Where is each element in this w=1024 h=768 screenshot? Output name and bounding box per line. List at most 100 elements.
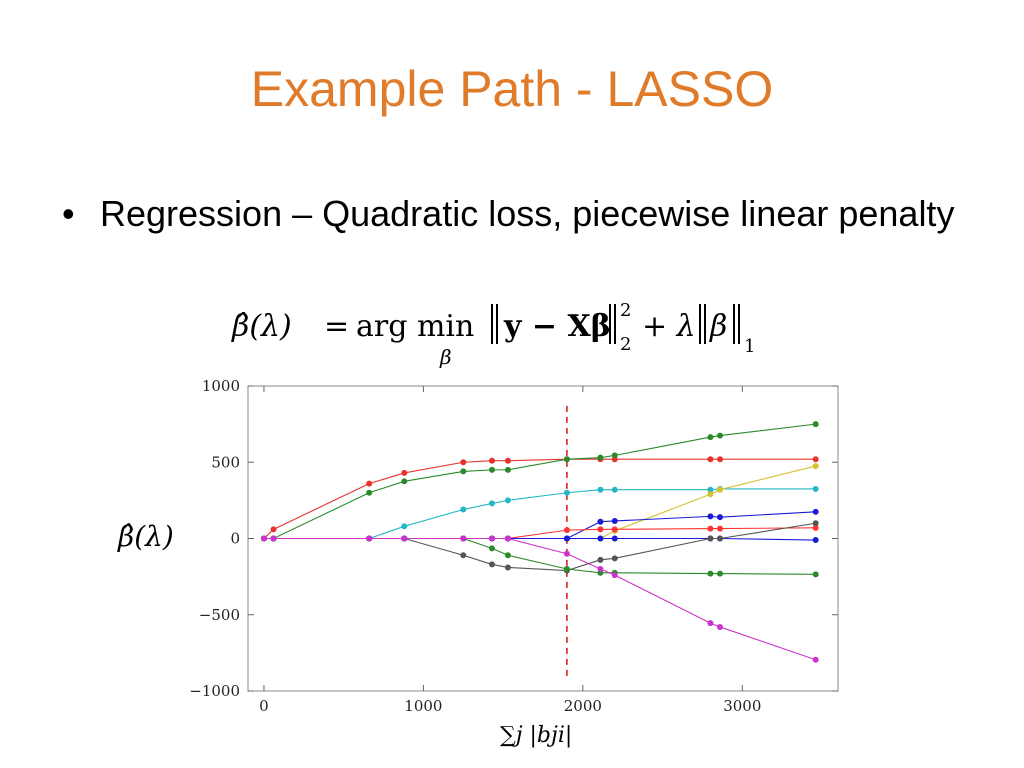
series-point-8 [597,556,604,563]
series-line-4 [263,465,816,540]
series-line-1 [263,458,816,539]
series-line-10 [263,537,816,661]
series-point-3 [812,485,819,492]
series-point-10 [611,572,618,579]
series-point-2 [717,432,723,439]
series-point-5 [611,517,618,524]
series-point-9 [812,571,819,578]
series-point-3 [401,523,408,530]
x-tick-label: 0 [259,697,269,715]
y-axis-label: β̂(λ) [117,520,174,553]
series-point-10 [260,535,267,542]
series-point-4 [707,491,714,498]
series-point-5 [707,513,714,520]
series-point-6 [563,527,570,534]
y-tick-label: 500 [211,453,240,471]
series-point-6 [812,524,819,531]
series-point-1 [488,457,495,464]
series-point-10 [597,566,604,572]
series-point-6 [597,526,604,533]
slide-title: Example Path - LASSO [250,61,774,117]
series-point-10 [460,535,467,542]
series-point-10 [563,550,570,557]
series-point-1 [812,456,819,463]
formula-penalty-lambda: + λ [642,309,696,344]
series-point-1 [460,459,467,466]
bullet-item: • Regression – Quadratic loss, piecewise… [62,190,962,238]
bullet-text: Regression – Quadratic loss, piecewise l… [100,193,955,234]
series-point-3 [597,486,604,493]
series-point-3 [707,486,714,493]
formula-lhs: β̂(λ) [231,309,292,344]
series-point-1 [366,480,373,487]
series-point-8 [488,561,495,568]
series-point-2 [488,466,495,473]
x-tick-label: 2000 [564,697,602,715]
series-point-3 [611,486,618,493]
formula-argmin: arg min [356,309,474,344]
series-point-3 [488,500,495,507]
series-point-7 [812,537,819,544]
formula-l1-sub: 1 [744,336,755,357]
series-point-8 [611,555,618,562]
series-point-10 [488,535,495,542]
series-point-8 [460,552,467,559]
series-point-2 [812,421,819,428]
series-point-1 [270,526,277,533]
series-point-2 [707,434,714,441]
formula-residual: y − Xβ [503,309,611,344]
series-point-1 [707,456,714,463]
formula-l2-sub: 2 [620,334,631,355]
series-point-4 [717,486,723,493]
bullet-dot-icon: • [62,193,75,234]
series-point-2 [611,452,618,459]
series-point-5 [597,518,604,525]
series-point-1 [401,469,408,476]
series-point-2 [366,489,373,496]
series-point-8 [707,535,714,542]
series-point-5 [717,514,723,521]
series-point-10 [812,656,819,663]
series-point-2 [401,478,408,485]
series-point-10 [707,620,714,627]
x-axis-label: ∑j |bji| [500,723,572,748]
series-point-3 [563,489,570,496]
series-point-3 [504,497,511,504]
series-point-7 [563,535,570,542]
lasso-formula: β̂(λ) = arg min β y − Xβ 2 2 + λ β 1 [231,300,755,369]
formula-penalty-beta: β [709,309,727,344]
formula-argmin-subscript: β [439,345,452,369]
formula-square-sup: 2 [620,300,631,321]
series-point-2 [563,456,570,463]
series-point-9 [563,566,570,572]
series-point-10 [366,535,373,542]
series-point-2 [460,468,467,475]
series-point-9 [707,570,714,577]
series-point-10 [504,535,511,542]
series-line-3 [263,488,816,540]
series-point-9 [504,552,511,559]
x-tick-label: 1000 [404,697,442,715]
series-point-3 [460,506,467,513]
series-point-9 [717,570,723,577]
series-point-8 [717,535,723,542]
series-point-7 [597,535,604,542]
x-tick-label: 3000 [723,697,761,715]
series-point-8 [504,564,511,571]
series-point-10 [401,535,408,542]
series-point-6 [611,526,618,533]
series-point-7 [611,535,618,542]
series-point-8 [812,520,819,527]
series-point-6 [717,525,723,532]
series-point-10 [717,623,723,630]
series-point-4 [812,463,819,470]
series-point-2 [504,466,511,473]
series-line-2 [263,423,816,540]
series-point-10 [270,535,277,542]
series-point-2 [597,454,604,461]
series-point-9 [488,545,495,552]
y-tick-label: −1000 [189,682,240,700]
y-tick-label: 0 [230,530,240,548]
y-tick-label: 1000 [202,377,240,395]
